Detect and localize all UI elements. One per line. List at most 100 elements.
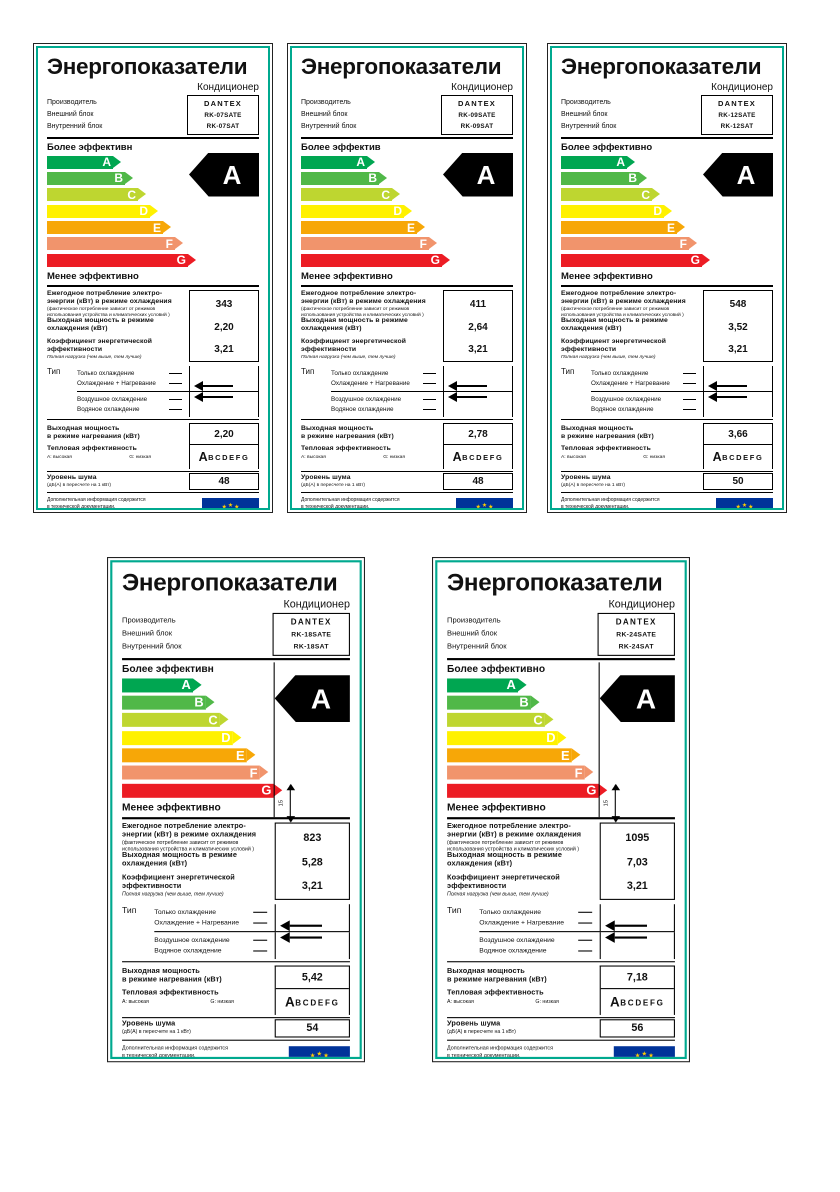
dash	[683, 372, 696, 374]
dimension-value: 15	[602, 799, 610, 806]
indoor-unit-label: Внутренний блок	[447, 643, 507, 651]
heating-output-label: Выходная мощность	[47, 425, 120, 433]
noise-note: (дБ(А) в пересчете на 1 кВт)	[561, 482, 626, 488]
dash	[578, 950, 593, 952]
consumption-section: Ежегодное потребление электро-энергии (к…	[301, 290, 513, 363]
bar-arrow-tip	[571, 748, 581, 762]
dash	[253, 922, 268, 924]
fine-print: Дополнительная информация содержится в те…	[47, 497, 146, 510]
type-option-air-cooling: Воздушное охлаждение	[591, 394, 703, 404]
consumption-label: Ежегодное потребление электро-	[447, 822, 571, 831]
type-option-air-cooling: Воздушное охлаждение	[331, 394, 443, 404]
type-group-medium: Воздушное охлаждение Водяное охлаждение	[591, 392, 773, 418]
label-title: Энергопоказатели	[301, 54, 502, 79]
divider	[447, 1039, 675, 1042]
additional-info-text: Дополнительная информация содержится	[301, 497, 400, 504]
indoor-unit-label: Внутренний блок	[47, 123, 103, 130]
selection-arrow-icon	[448, 392, 487, 402]
thermal-efficiency-label: Тепловая эффективность	[301, 445, 391, 453]
type-section: Тип Только охлаждение Охлаждение + Нагре…	[447, 904, 675, 960]
noise-label: Уровень шума	[47, 473, 97, 481]
outdoor-model: RK-07SATE	[204, 111, 242, 119]
manufacturer-labels: Производитель Внешний блок Внутренний бл…	[447, 612, 598, 655]
manufacturer-section: Производитель Внешний блок Внутренний бл…	[301, 94, 513, 135]
outdoor-model: RK-12SATE	[718, 111, 756, 119]
divider	[122, 961, 350, 963]
dimension-arrow	[609, 783, 622, 822]
bar-arrow-tip	[652, 188, 660, 201]
eer-block: Коэффициент энергетической эффективности …	[447, 874, 595, 900]
consumption-note: (фактическое потребление зависит от режи…	[447, 841, 564, 847]
type-label: Тип	[447, 905, 462, 916]
bar-letter: F	[574, 765, 583, 781]
energy-class-bar-d: D	[301, 204, 412, 218]
bar-arrow-tip	[150, 204, 158, 217]
dimension-value: 15	[277, 799, 285, 806]
thermal-high-label: A: высокая	[122, 999, 149, 1006]
cooling-output-value: 5,28	[301, 857, 323, 870]
bar-arrow-tip	[530, 695, 540, 709]
energy-class-value: A	[222, 159, 242, 190]
dash	[578, 922, 593, 924]
energy-class-value: A	[310, 682, 332, 715]
divider	[561, 471, 773, 473]
eer-note: Полная нагрузка (чем выше, тем лучше)	[122, 892, 224, 899]
manufacturer-labels: Производитель Внешний блок Внутренний бл…	[561, 95, 701, 135]
energy-class-bar-b: B	[122, 695, 215, 710]
energy-class-bar-c: C	[301, 188, 400, 202]
bar-body: B	[447, 695, 531, 710]
cooling-output-block: Выходная мощность в режиме охлаждения (кВ…	[301, 317, 408, 333]
eer-value: 3,21	[626, 880, 648, 893]
type-option-water-cooling: Водяное охлаждение	[154, 945, 274, 956]
heating-labels: Выходная мощность в режиме нагревания (кВ…	[561, 423, 703, 469]
bar-arrow-tip	[664, 204, 672, 217]
heating-output-label: Выходная мощность	[447, 967, 525, 976]
eer-note: Полная нагрузка (чем выше, тем лучше)	[447, 892, 549, 899]
bar-arrow-tip	[689, 237, 697, 250]
bar-arrow-tip	[417, 221, 425, 234]
type-option-water-cooling: Водяное охлаждение	[77, 404, 189, 414]
manufacturer-section: Производитель Внешний блок Внутренний бл…	[561, 94, 773, 135]
energy-class-bar-a: A	[447, 677, 527, 692]
noise-value: 48	[443, 472, 513, 490]
type-selection-cell	[443, 366, 513, 392]
efficiency-bars: A B C D E F G	[561, 155, 773, 268]
bar-arrow-tip	[544, 713, 554, 727]
thermal-efficiency-scale: A BCDEFG	[198, 450, 250, 465]
bar-body: E	[561, 221, 677, 235]
outdoor-unit-label: Внешний блок	[301, 111, 348, 118]
noise-value: 54	[274, 1018, 350, 1038]
bar-body: A	[122, 677, 193, 692]
value-column-line	[598, 661, 600, 818]
bar-body: C	[122, 713, 220, 728]
noise-labels: Уровень шума (дБ(А) в пересчете на 1 кВт…	[47, 472, 189, 490]
annual-consumption-block: Ежегодное потребление электро-энергии (к…	[561, 290, 686, 318]
heating-section: Выходная мощность в режиме нагревания (кВ…	[561, 423, 773, 470]
type-option-cooling-only: Только охлаждение	[154, 907, 274, 918]
indoor-model: RK-18SAT	[293, 642, 329, 651]
bar-letter: F	[679, 236, 687, 251]
energy-label: Энергопоказатели Кондиционер Производите…	[287, 43, 527, 513]
thermal-efficiency-scale: A BCDEFG	[452, 450, 504, 465]
less-efficient-label: Менее эффективно	[301, 271, 393, 283]
bar-body: F	[47, 237, 175, 251]
eer-value: 3,21	[301, 880, 323, 893]
type-options: Воздушное охлаждение Водяное охлаждение	[331, 392, 443, 417]
bar-body: F	[301, 237, 429, 251]
manufacturer-labels: Производитель Внешний блок Внутренний бл…	[47, 95, 187, 135]
selection-arrow-icon	[448, 381, 487, 391]
bar-letter: D	[139, 204, 148, 219]
bar-letter: G	[690, 253, 700, 268]
bar-letter: G	[430, 253, 440, 268]
divider	[47, 492, 259, 494]
label-subtitle: Кондиционер	[197, 81, 259, 93]
heating-output-value: 3,66	[704, 424, 772, 446]
energy-class-bar-b: B	[47, 171, 133, 185]
efficiency-scale-section: Более эффективно A B C D E F G Менее эфф…	[447, 661, 675, 822]
type-selection-cell	[189, 392, 259, 418]
type-selection-cell	[703, 366, 773, 392]
efficiency-scale-section: Более эффективн A B C D E F G Менее эффе…	[47, 141, 259, 284]
bar-body: E	[301, 221, 417, 235]
thermal-low-label: G: низкая	[643, 454, 665, 460]
type-label: Тип	[47, 367, 61, 377]
